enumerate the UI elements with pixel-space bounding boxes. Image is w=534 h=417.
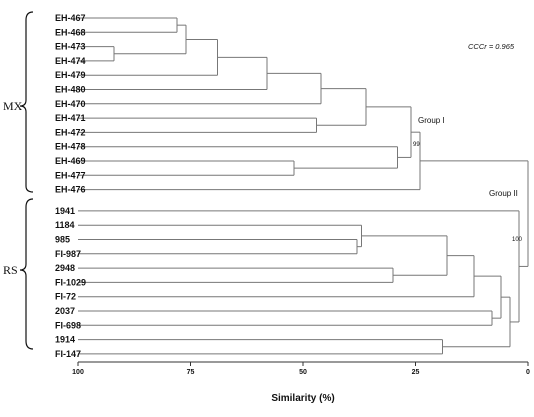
leaf-label: EH-476: [55, 185, 86, 195]
x-axis: [77, 361, 529, 366]
leaf-label: FI-72: [55, 292, 76, 302]
leaf-label: EH-480: [55, 85, 86, 95]
leaf-label: EH-474: [55, 56, 86, 66]
brace-label-mx: MX: [3, 99, 23, 113]
leaf-label: EH-467: [55, 13, 86, 23]
bootstrap-group-1: 99: [413, 142, 420, 148]
brace-label-rs: RS: [3, 263, 18, 277]
x-tick-label-50: 50: [299, 369, 307, 376]
leaf-label: 1941: [55, 206, 75, 216]
x-tick-label-75: 75: [187, 369, 195, 376]
leaf-label: 1184: [55, 220, 75, 230]
bootstrap-group-2: 100: [512, 237, 523, 243]
x-tick-label-25: 25: [412, 369, 420, 376]
leaf-label: 2948: [55, 263, 75, 273]
leaf-label: EH-477: [55, 170, 86, 180]
x-tick-label-100: 100: [72, 369, 84, 376]
leaf-label: EH-469: [55, 156, 86, 166]
cophenetic-correlation-label: CCCr = 0.965: [468, 42, 515, 51]
brace-rs: [19, 198, 34, 350]
leaf-label: FI-698: [55, 320, 81, 330]
leaf-label: 1914: [55, 335, 75, 345]
group-2-label: Group II: [489, 189, 518, 198]
leaf-label: FI-147: [55, 349, 81, 359]
x-axis-title: Similarity (%): [271, 393, 334, 404]
leaf-label: 985: [55, 235, 70, 245]
leaf-label: 2037: [55, 306, 75, 316]
leaf-label: EH-479: [55, 70, 86, 80]
leaf-labels: EH-467 EH-468 EH-473 EH-474 EH-479 EH-480 EH-4…: [55, 13, 86, 359]
leaf-label: FI-1029: [55, 277, 86, 287]
leaf-label: EH-478: [55, 142, 86, 152]
leaf-label: EH-472: [55, 127, 86, 137]
leaf-label: EH-473: [55, 42, 86, 52]
leaf-label: EH-471: [55, 113, 86, 123]
brace-mx: [19, 11, 34, 193]
x-tick-label-0: 0: [526, 369, 530, 376]
leaf-label: EH-470: [55, 99, 86, 109]
dendrogram-tree: [78, 17, 529, 355]
leaf-label: FI-987: [55, 249, 81, 259]
group-1-label: Group I: [418, 116, 445, 125]
leaf-label: EH-468: [55, 27, 86, 37]
